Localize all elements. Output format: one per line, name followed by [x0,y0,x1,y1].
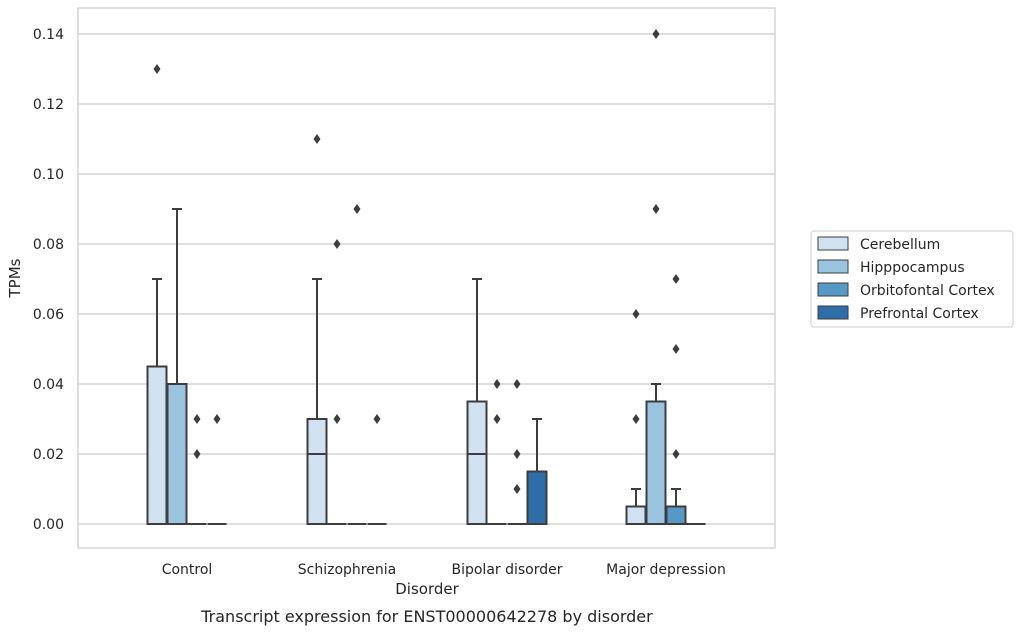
box [526,470,548,525]
y-axis-label: TPMs [6,258,24,298]
outlier-point [493,379,501,389]
outlier-point [513,379,521,389]
outlier-point [333,414,341,424]
outlier-point [632,414,640,424]
outlier-point [672,274,680,284]
box-cerebellum [306,134,328,525]
y-tick-label: 0.02 [33,447,64,463]
legend-label: Orbitofontal Cortex [860,283,995,299]
box [645,400,667,525]
outlier-point [193,414,201,424]
legend-label: Prefrontal Cortex [860,306,979,322]
x-tick-label: Major depression [606,562,726,578]
legend-swatch [817,305,849,320]
legend-label: Cerebellum [860,237,940,253]
box-orbitofontal-cortex [347,204,367,525]
legend: Cerebellum Hipppocampus Orbitofontal Corte… [810,230,1014,328]
outlier-point [632,309,640,319]
y-tick-label: 0.12 [33,97,64,113]
y-tick-label: 0.04 [33,377,64,393]
box [625,505,647,525]
plot-area [77,7,776,549]
box-orbitofontal-cortex [665,274,687,525]
boxes [146,29,706,525]
x-tick-label: Control [162,562,213,578]
x-tick-label: Bipolar disorder [451,562,562,578]
box-hipppocampus [487,379,507,525]
x-axis-ticks: Control Schizophrenia Bipolar disorder Majo… [162,562,726,578]
y-tick-label: 0.06 [33,307,64,323]
box-hipppocampus [645,29,667,525]
box-cerebellum [625,309,647,525]
box-prefrontal-cortex [526,418,548,525]
outlier-point [672,449,680,459]
outlier-point [313,134,321,144]
legend-swatch [817,236,849,251]
box-hipppocampus [327,239,347,525]
legend-swatch [817,259,849,274]
legend-swatch [817,282,849,297]
outlier-point [652,29,660,39]
box-prefrontal-cortex [207,414,227,525]
outlier-point [513,449,521,459]
outlier-point [353,204,361,214]
box-hipppocampus [166,208,188,525]
chart-caption: Transcript expression for ENST0000064227… [200,607,653,626]
outlier-point [153,64,161,74]
box-cerebellum [146,64,168,525]
box-orbitofontal-cortex [187,414,207,525]
x-axis-label: Disorder [395,580,459,598]
outlier-point [213,414,221,424]
outlier-point [672,344,680,354]
box-orbitofontal-cortex [507,379,527,525]
outlier-point [513,484,521,494]
box [146,365,168,525]
legend-label: Hipppocampus [860,260,965,276]
box-prefrontal-cortex [367,414,387,525]
y-tick-label: 0.00 [33,517,64,533]
y-tick-label: 0.10 [33,167,64,183]
outlier-point [493,414,501,424]
legend-frame [810,230,1014,328]
x-tick-label: Schizophrenia [298,562,396,578]
box [306,418,328,525]
outlier-point [333,239,341,249]
box-cerebellum [466,278,488,525]
outlier-point [373,414,381,424]
outlier-point [652,204,660,214]
box [466,400,488,525]
outlier-point [193,449,201,459]
box [665,505,687,525]
y-axis-ticks: 0.00 0.02 0.04 0.06 0.08 0.10 0.12 0.14 [33,27,64,533]
y-tick-label: 0.14 [33,27,64,43]
box [166,383,188,525]
y-tick-label: 0.08 [33,237,64,253]
